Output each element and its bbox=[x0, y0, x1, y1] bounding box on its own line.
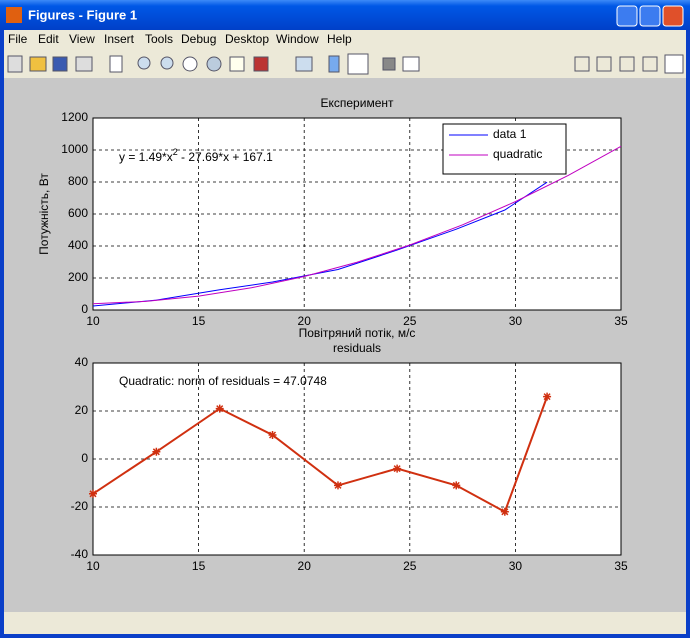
y-tick-label: 0 bbox=[81, 451, 88, 465]
y-tick-label: 800 bbox=[68, 174, 88, 188]
tool-button[interactable] bbox=[619, 56, 635, 72]
title-bar bbox=[0, 0, 690, 30]
x-tick-label: 20 bbox=[298, 559, 312, 573]
data-marker bbox=[500, 507, 509, 516]
x-tick-label: 25 bbox=[403, 559, 417, 573]
y-axis-label: Потужність, Вт bbox=[37, 173, 51, 255]
y-tick-label: 0 bbox=[81, 302, 88, 316]
menu-item[interactable]: Insert bbox=[104, 32, 135, 46]
legend-label: data 1 bbox=[493, 127, 527, 141]
toolbar-icons bbox=[7, 53, 684, 75]
x-tick-label: 10 bbox=[86, 314, 100, 328]
tool-button[interactable] bbox=[596, 56, 612, 72]
data-marker bbox=[452, 481, 461, 490]
tool-button[interactable] bbox=[7, 55, 23, 73]
data-marker bbox=[215, 404, 224, 413]
y-tick-label: 400 bbox=[68, 238, 88, 252]
tool-button[interactable] bbox=[253, 56, 269, 72]
axes-box bbox=[92, 117, 622, 311]
window-title: Figures - Figure 1 bbox=[28, 7, 137, 22]
menu-item[interactable]: File bbox=[8, 32, 28, 46]
annotation: Quadratic: norm of residuals = 47.0748 bbox=[119, 374, 327, 388]
x-tick-label: 25 bbox=[403, 314, 417, 328]
equation-part: - 27.69*x + 167.1 bbox=[178, 150, 273, 164]
tool-button[interactable] bbox=[182, 56, 198, 72]
y-tick-label: -20 bbox=[71, 499, 89, 513]
tool-button[interactable] bbox=[295, 56, 313, 72]
y-tick-label: -40 bbox=[71, 547, 89, 561]
x-axis-label: Повітряний потік, м/с bbox=[299, 326, 416, 340]
menu-item[interactable]: Tools bbox=[145, 32, 173, 46]
y-tick-label: 200 bbox=[68, 270, 88, 284]
menu-item[interactable]: Debug bbox=[181, 32, 216, 46]
tool-button[interactable] bbox=[137, 56, 151, 70]
app-icon bbox=[6, 7, 22, 23]
tool-button[interactable] bbox=[664, 54, 684, 74]
data-marker bbox=[543, 392, 552, 401]
menu-item[interactable]: Edit bbox=[38, 32, 59, 46]
y-tick-label: 40 bbox=[75, 355, 89, 369]
menu: File Edit View Insert Tools Debug Desktop Windo… bbox=[8, 32, 352, 46]
menu-item[interactable]: Help bbox=[327, 32, 352, 46]
close-button[interactable] bbox=[662, 5, 684, 27]
x-tick-label: 30 bbox=[509, 314, 523, 328]
equation-part: 2 bbox=[173, 147, 178, 157]
maximize-button[interactable] bbox=[639, 5, 661, 27]
status-bar bbox=[4, 612, 686, 634]
chart-title: residuals bbox=[333, 341, 381, 355]
tool-button[interactable] bbox=[160, 56, 174, 70]
tool-button[interactable] bbox=[642, 56, 658, 72]
tool-button[interactable] bbox=[574, 56, 590, 72]
data-line bbox=[92, 145, 622, 305]
tool-button[interactable] bbox=[75, 56, 93, 72]
x-tick-label: 35 bbox=[614, 314, 628, 328]
menu-bar bbox=[4, 30, 686, 50]
y-tick-label: 1000 bbox=[61, 142, 88, 156]
tool-button[interactable] bbox=[402, 56, 420, 72]
x-tick-label: 10 bbox=[86, 559, 100, 573]
data-marker bbox=[333, 481, 342, 490]
chart-title: Експеримент bbox=[321, 96, 394, 110]
data-marker bbox=[89, 489, 97, 498]
equation: y = 1.49*x2 - 27.69*x + 167.1 bbox=[119, 147, 273, 164]
data-marker bbox=[268, 431, 277, 439]
legend-box bbox=[442, 123, 567, 175]
y-tick-label: 600 bbox=[68, 206, 88, 220]
x-tick-label: 35 bbox=[614, 559, 628, 573]
x-tick-label: 15 bbox=[192, 314, 206, 328]
tool-button[interactable] bbox=[347, 53, 369, 75]
y-tick-label: 1200 bbox=[61, 110, 88, 124]
menu-item[interactable]: View bbox=[69, 32, 95, 46]
toolbar bbox=[4, 50, 686, 78]
menu-item[interactable]: Desktop bbox=[225, 32, 269, 46]
tool-button[interactable] bbox=[382, 57, 396, 71]
data-marker bbox=[393, 464, 402, 473]
x-tick-label: 20 bbox=[298, 314, 312, 328]
tool-button[interactable] bbox=[29, 56, 47, 72]
tool-button[interactable] bbox=[206, 56, 222, 72]
tool-button[interactable] bbox=[229, 56, 245, 72]
equation-part: y = 1.49*x bbox=[119, 150, 173, 164]
data-marker bbox=[152, 447, 161, 456]
x-tick-label: 30 bbox=[509, 559, 523, 573]
y-tick-label: 20 bbox=[75, 403, 89, 417]
legend-label: quadratic bbox=[493, 147, 542, 161]
x-tick-label: 15 bbox=[192, 559, 206, 573]
tool-button[interactable] bbox=[328, 55, 340, 73]
menu-item[interactable]: Window bbox=[276, 32, 319, 46]
axes-box bbox=[92, 362, 622, 556]
tool-button[interactable] bbox=[52, 56, 68, 72]
data-line bbox=[92, 181, 548, 307]
minimize-button[interactable] bbox=[616, 5, 638, 27]
tool-button[interactable] bbox=[109, 55, 123, 73]
